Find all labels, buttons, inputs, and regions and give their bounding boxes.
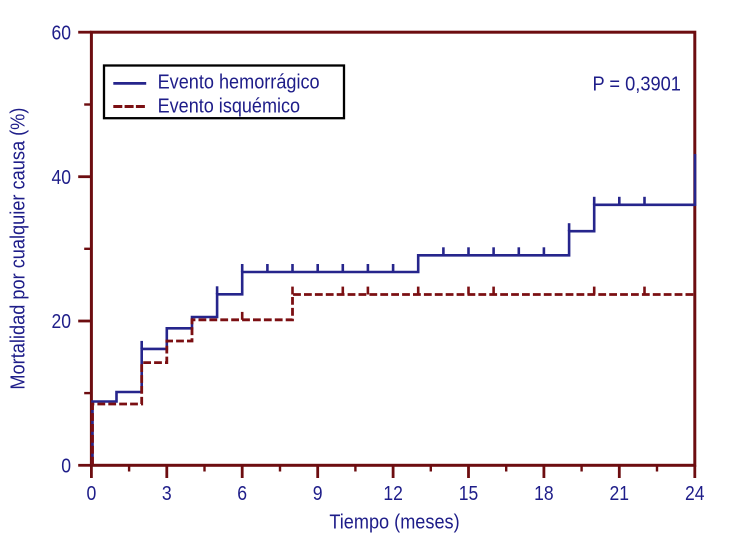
svg-text:6: 6 [237, 483, 247, 505]
svg-text:18: 18 [534, 483, 554, 505]
svg-text:24: 24 [685, 483, 705, 505]
svg-text:3: 3 [162, 483, 172, 505]
svg-text:9: 9 [313, 483, 323, 505]
svg-text:Evento isquémico: Evento isquémico [158, 96, 301, 118]
svg-text:0: 0 [61, 456, 71, 478]
svg-text:Evento hemorrágico: Evento hemorrágico [158, 71, 320, 93]
svg-text:Tiempo (meses): Tiempo (meses) [329, 512, 459, 534]
svg-text:21: 21 [610, 483, 630, 505]
svg-text:20: 20 [52, 311, 72, 333]
svg-text:12: 12 [383, 483, 403, 505]
svg-text:60: 60 [52, 22, 72, 44]
svg-text:P = 0,3901: P = 0,3901 [593, 74, 681, 96]
svg-text:40: 40 [52, 167, 72, 189]
svg-text:Mortalidad por cualquier causa: Mortalidad por cualquier causa (%) [8, 108, 30, 390]
svg-text:15: 15 [459, 483, 479, 505]
svg-text:0: 0 [87, 483, 97, 505]
